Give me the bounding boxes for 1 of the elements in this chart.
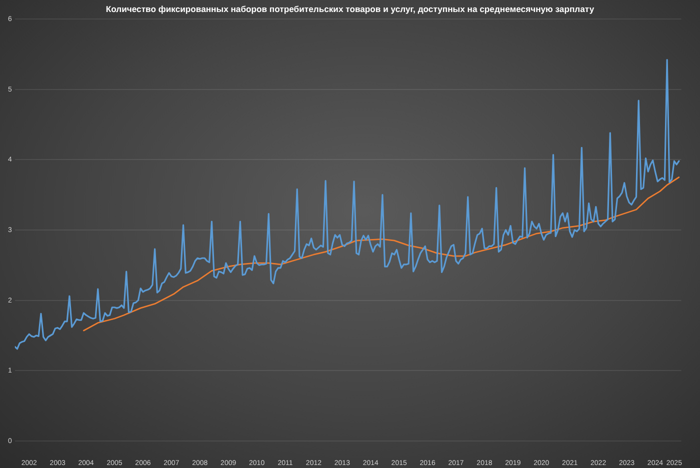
chart-title: Количество фиксированных наборов потребительских товаров и услуг, доступных на среднемесячную зарплату [104,4,596,14]
